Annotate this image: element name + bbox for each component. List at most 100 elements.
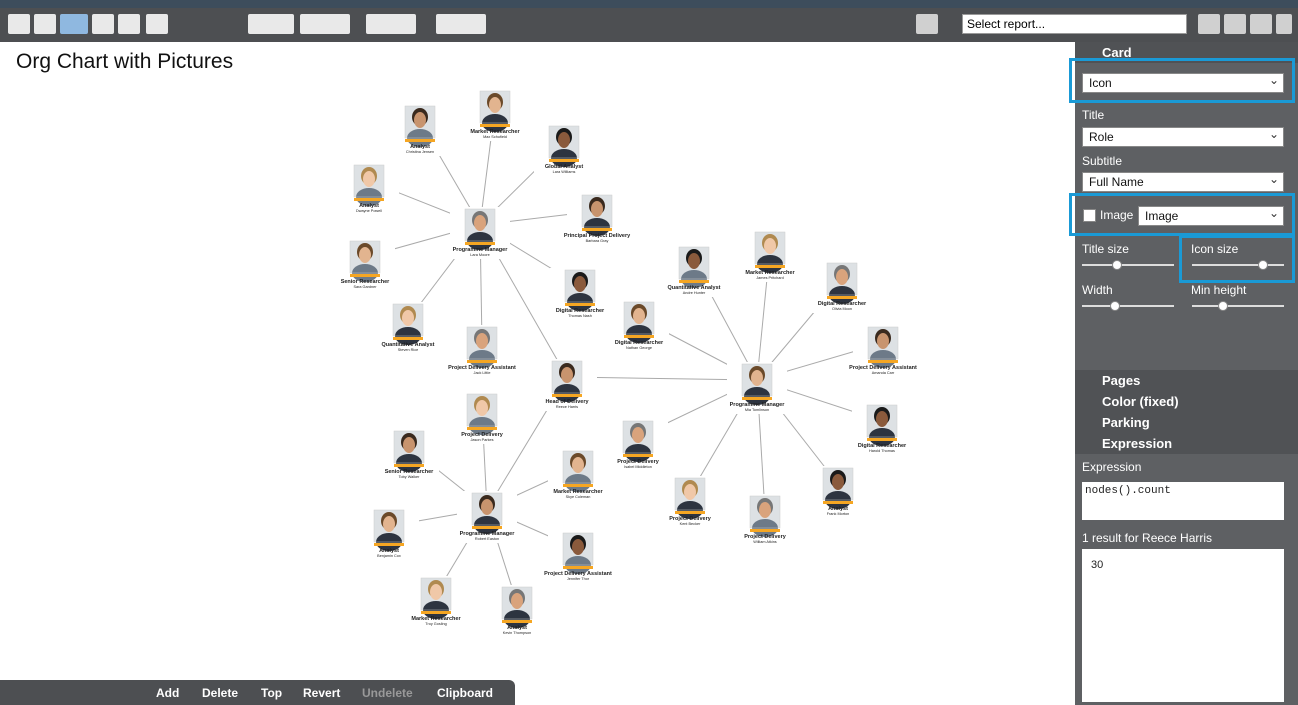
node-name: Skye Coleman bbox=[566, 495, 591, 499]
table-button[interactable] bbox=[8, 14, 30, 34]
save-as-button[interactable] bbox=[1250, 14, 1272, 34]
style-select[interactable]: Icon bbox=[1082, 71, 1284, 93]
clipboard-button[interactable]: Clipboard bbox=[437, 686, 493, 700]
title-select[interactable]: Role bbox=[1082, 125, 1284, 147]
section-header[interactable]: Expression bbox=[1075, 433, 1298, 454]
arrange-button[interactable] bbox=[436, 14, 486, 34]
accent-bar bbox=[675, 511, 705, 514]
accent-bar bbox=[421, 611, 451, 614]
chart-button[interactable] bbox=[92, 14, 114, 34]
image-select[interactable]: Image bbox=[1138, 204, 1284, 226]
link-button[interactable] bbox=[146, 14, 168, 34]
section-header[interactable]: Card bbox=[1075, 42, 1298, 63]
node-name: Jack Little bbox=[474, 371, 491, 375]
play-button[interactable] bbox=[300, 14, 350, 34]
photo-frame bbox=[471, 492, 503, 526]
delete-button[interactable]: Delete bbox=[202, 686, 239, 700]
photo-face bbox=[574, 276, 586, 292]
slider-knob[interactable] bbox=[1218, 301, 1228, 311]
accent-bar bbox=[354, 198, 384, 201]
node-name: James Pritchard bbox=[756, 276, 783, 280]
org-chart-button[interactable] bbox=[60, 14, 88, 34]
layout-button[interactable] bbox=[366, 14, 416, 34]
subtitle-select[interactable]: Full Name bbox=[1082, 170, 1284, 192]
node-name: Toby Walker bbox=[399, 475, 420, 479]
report-select[interactable]: Select report... bbox=[962, 14, 1187, 34]
slider[interactable] bbox=[1192, 301, 1284, 311]
list-button[interactable] bbox=[118, 14, 140, 34]
photo-face bbox=[474, 215, 486, 231]
photo-face bbox=[363, 171, 375, 187]
bookmark-button[interactable] bbox=[248, 14, 294, 34]
section-header[interactable]: Pages bbox=[1075, 370, 1298, 391]
node-role: Global Analyst bbox=[545, 164, 583, 170]
slider-knob[interactable] bbox=[1258, 260, 1268, 270]
section-header[interactable]: Color (fixed) bbox=[1075, 391, 1298, 412]
camera-button[interactable] bbox=[916, 14, 938, 34]
node-role: Digital Researcher bbox=[615, 340, 664, 346]
photo-face bbox=[591, 201, 603, 217]
node-role: Project Delivery bbox=[461, 432, 504, 438]
result-label: 1 result for Reece Harris bbox=[1082, 531, 1213, 545]
accent-bar bbox=[350, 274, 380, 277]
photo-face bbox=[832, 474, 844, 490]
slider[interactable] bbox=[1192, 260, 1284, 270]
slider[interactable] bbox=[1082, 260, 1174, 270]
photo-frame bbox=[466, 326, 498, 360]
refresh-button[interactable] bbox=[1198, 14, 1220, 34]
top-button[interactable]: Top bbox=[261, 686, 283, 700]
photo-frame bbox=[479, 90, 511, 124]
add-button[interactable]: Add bbox=[156, 686, 180, 700]
slider[interactable] bbox=[1082, 301, 1174, 311]
image-checkbox[interactable] bbox=[1083, 209, 1096, 222]
node-name: Robert Easton bbox=[475, 537, 499, 541]
highlight bbox=[1069, 58, 1295, 103]
slider-knob[interactable] bbox=[1112, 260, 1122, 270]
photo-face bbox=[876, 411, 888, 427]
undelete-button[interactable]: Undelete bbox=[362, 686, 413, 700]
revert-button[interactable]: Revert bbox=[303, 686, 341, 700]
section-header[interactable]: Parking bbox=[1075, 412, 1298, 433]
photo-face bbox=[511, 593, 523, 609]
save-button[interactable] bbox=[1224, 14, 1246, 34]
photo-face bbox=[414, 112, 426, 128]
timeline-button[interactable] bbox=[34, 14, 56, 34]
node-role: Project Delivery Assistant bbox=[448, 365, 516, 371]
expression-input[interactable]: nodes().count bbox=[1082, 482, 1284, 520]
close-button[interactable] bbox=[1276, 14, 1292, 34]
photo-face bbox=[476, 400, 488, 416]
node-name: Benjamin Cox bbox=[377, 554, 401, 558]
node-name: Mia Tomlinson bbox=[745, 408, 769, 412]
slider-knob[interactable] bbox=[1110, 301, 1120, 311]
